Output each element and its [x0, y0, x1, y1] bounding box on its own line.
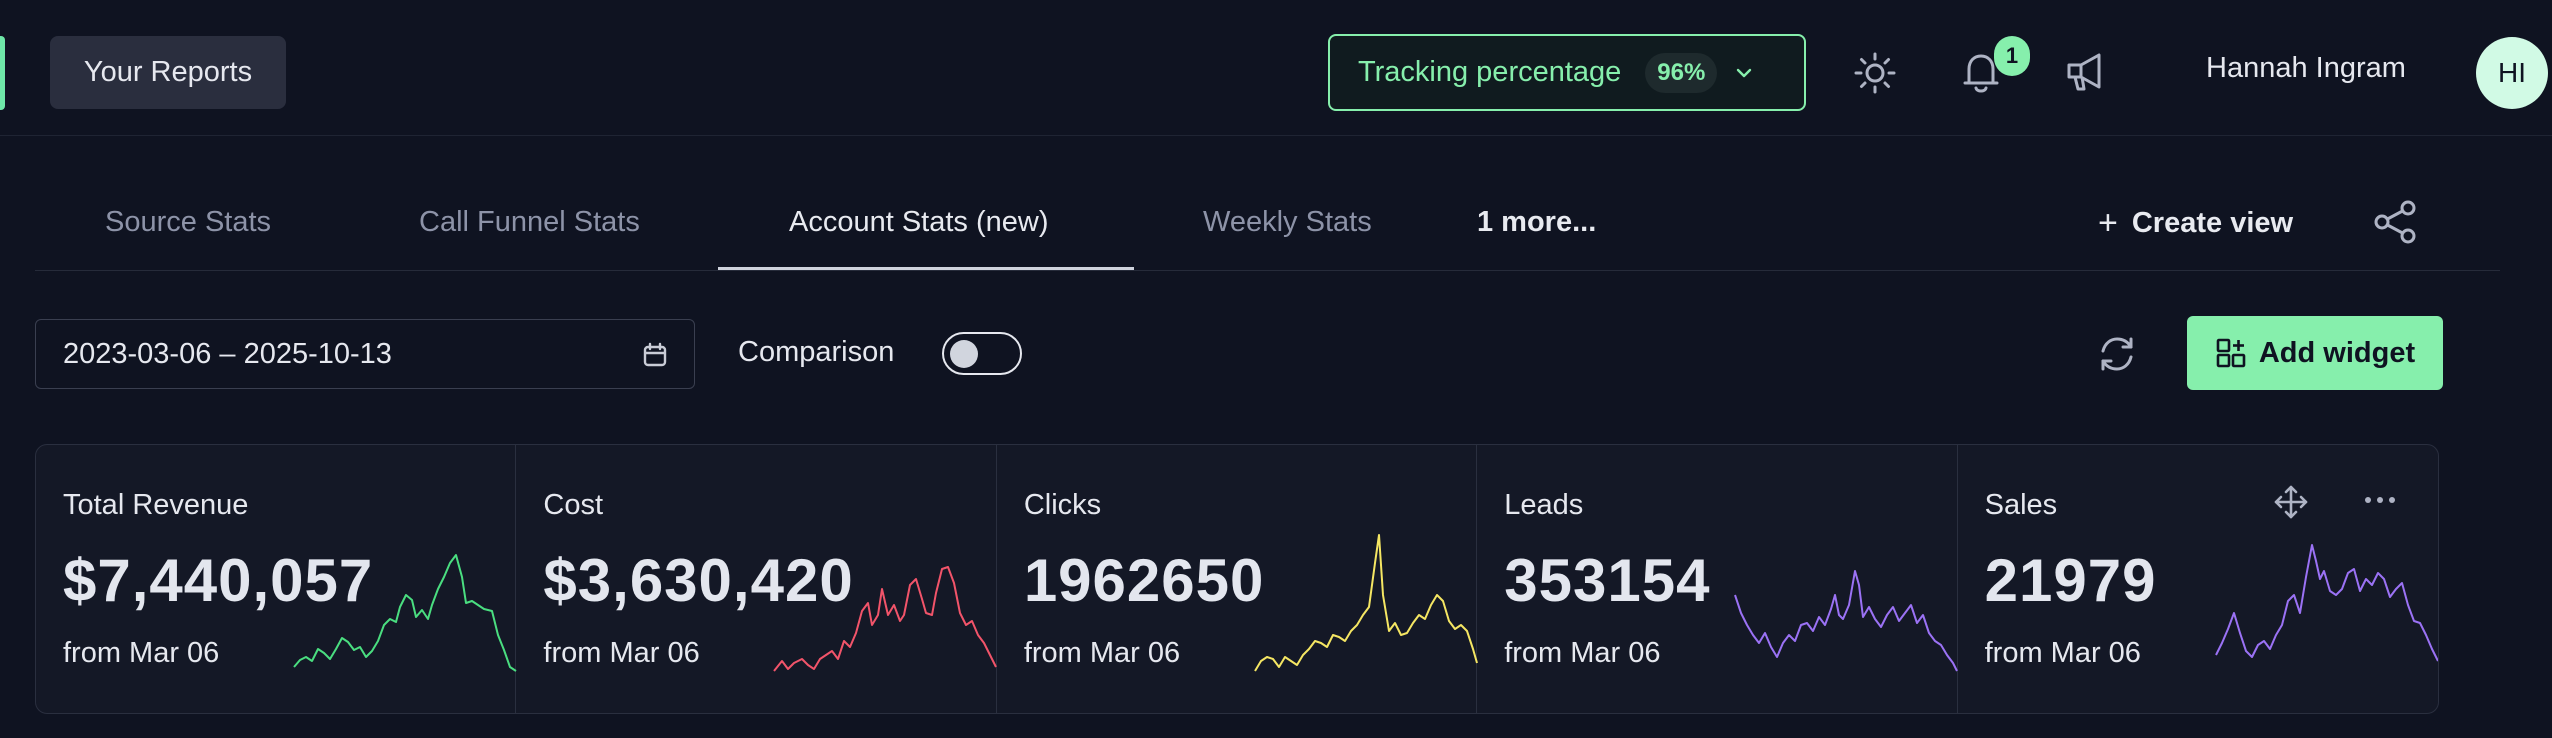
header-divider: [0, 135, 2552, 136]
tab-more[interactable]: 1 more...: [1477, 206, 1597, 238]
create-view-button[interactable]: + Create view: [2098, 204, 2293, 243]
stat-label: Cost: [543, 489, 604, 521]
tab-weekly-stats[interactable]: Weekly Stats: [1203, 206, 1372, 238]
stat-value: 1962650: [1023, 547, 1265, 614]
refresh-icon[interactable]: [2094, 331, 2140, 377]
notification-count-badge: 1: [1994, 36, 2030, 76]
tracking-percentage-dropdown[interactable]: Tracking percentage 96%: [1328, 34, 1806, 111]
share-icon[interactable]: [2372, 198, 2420, 246]
date-range-value: 2023-03-06 – 2025-10-13: [63, 337, 392, 370]
user-name[interactable]: Hannah Ingram: [2206, 52, 2406, 84]
widget-grid-icon: [2216, 338, 2246, 368]
create-view-label: Create view: [2131, 207, 2294, 239]
stat-subtitle: from Mar 06: [1504, 637, 1661, 669]
megaphone-icon[interactable]: [2062, 48, 2112, 96]
chevron-down-icon: [1735, 67, 1753, 79]
sparkline-revenue: [293, 554, 517, 672]
stat-subtitle: from Mar 06: [543, 637, 700, 669]
move-icon[interactable]: [2272, 483, 2310, 521]
stat-value: $7,440,057: [63, 547, 374, 614]
sparkline-cost: [773, 566, 998, 672]
stat-card-clicks: Clicks 1962650 from Mar 06: [997, 445, 1478, 713]
stat-label: Total Revenue: [63, 489, 249, 521]
tab-account-stats[interactable]: Account Stats (new): [789, 206, 1049, 238]
stats-cards-widget[interactable]: Total Revenue $7,440,057 from Mar 06 Cos…: [35, 444, 2439, 714]
bell-icon[interactable]: [1958, 48, 2004, 98]
left-accent-bar: [0, 36, 5, 110]
stat-label: Sales: [1984, 489, 2058, 521]
active-tab-indicator: [718, 267, 1134, 270]
comparison-toggle[interactable]: [942, 332, 1022, 375]
stat-card-leads: Leads 353154 from Mar 06: [1477, 445, 1959, 713]
tab-call-funnel-stats[interactable]: Call Funnel Stats: [419, 206, 640, 238]
stat-subtitle: from Mar 06: [1984, 637, 2141, 669]
add-widget-button[interactable]: Add widget: [2187, 316, 2443, 390]
stat-label: Leads: [1504, 489, 1584, 521]
plus-icon: +: [2098, 204, 2118, 242]
calendar-icon: [642, 342, 668, 376]
stat-card-cost: Cost $3,630,420 from Mar 06: [516, 445, 998, 713]
stat-card-total-revenue: Total Revenue $7,440,057 from Mar 06: [36, 445, 517, 713]
sparkline-leads: [1734, 570, 1959, 672]
stat-value: 353154: [1504, 547, 1711, 614]
tabs-divider: [35, 270, 2500, 271]
more-options-icon[interactable]: [2364, 495, 2396, 505]
tab-source-stats[interactable]: Source Stats: [105, 206, 272, 238]
stat-subtitle: from Mar 06: [63, 637, 220, 669]
stat-subtitle: from Mar 06: [1023, 637, 1181, 669]
your-reports-button[interactable]: Your Reports: [50, 36, 286, 109]
comparison-label: Comparison: [738, 336, 895, 368]
sparkline-sales: [2214, 544, 2438, 662]
theme-toggle-sun-icon[interactable]: [1852, 50, 1898, 96]
tracking-label: Tracking percentage: [1358, 56, 1622, 88]
stat-value: 21979: [1984, 547, 2157, 614]
toggle-knob: [950, 340, 978, 368]
stat-value: $3,630,420: [543, 547, 854, 614]
stat-card-sales: Sales 21979 from Mar 06: [1958, 445, 2438, 713]
stat-label: Clicks: [1023, 489, 1102, 521]
add-widget-label: Add widget: [2258, 336, 2416, 369]
sparkline-clicks: [1253, 534, 1478, 672]
date-range-picker[interactable]: 2023-03-06 – 2025-10-13: [35, 319, 695, 389]
avatar[interactable]: HI: [2476, 37, 2548, 109]
tracking-value-badge: 96%: [1645, 52, 1718, 93]
